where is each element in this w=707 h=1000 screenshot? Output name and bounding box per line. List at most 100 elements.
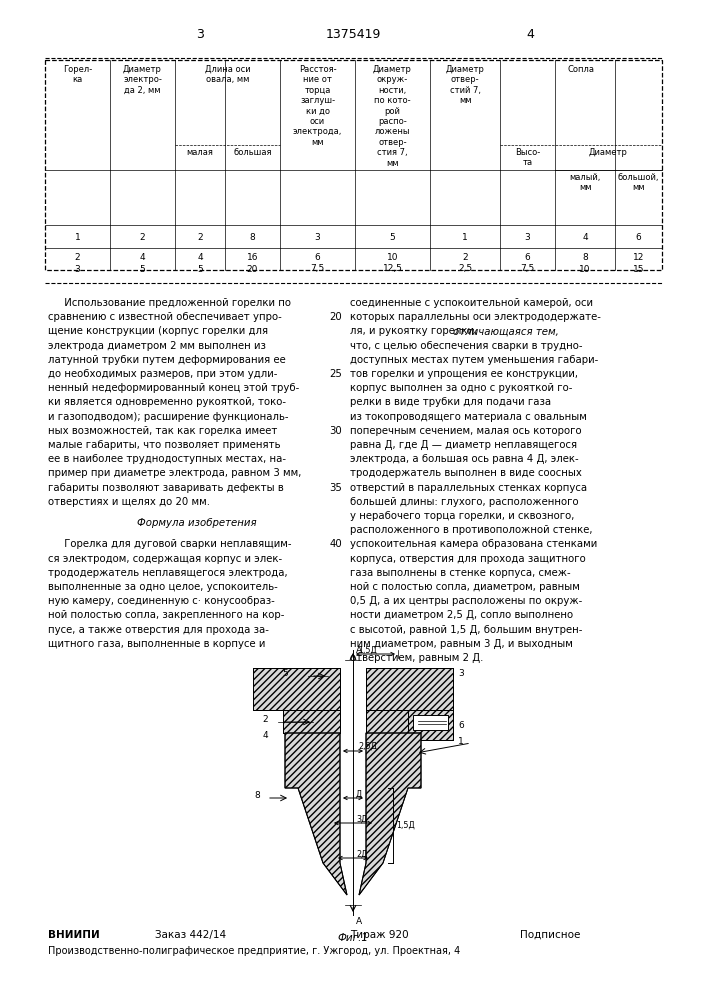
Text: 7,5: 7,5 [310, 264, 325, 273]
Text: корпус выполнен за одно с рукояткой го-: корпус выполнен за одно с рукояткой го- [350, 383, 573, 393]
Text: тов горелки и упрощения ее конструкции,: тов горелки и упрощения ее конструкции, [350, 369, 578, 379]
Text: Диаметр
электро-
да 2, мм: Диаметр электро- да 2, мм [123, 65, 162, 95]
Text: Диаметр
отвер-
стий 7,
мм: Диаметр отвер- стий 7, мм [445, 65, 484, 105]
Text: отверстий в параллельных стенках корпуса: отверстий в параллельных стенках корпуса [350, 483, 587, 493]
Text: Сопла: Сопла [568, 65, 595, 74]
Text: ля, и рукоятку горелки,: ля, и рукоятку горелки, [350, 326, 480, 336]
Text: Диаметр: Диаметр [589, 148, 628, 157]
Text: 4: 4 [140, 253, 146, 262]
Text: ную камеру, соединенную с· конусообраз-: ную камеру, соединенную с· конусообраз- [48, 596, 275, 606]
Text: 1: 1 [462, 232, 468, 241]
Text: 3: 3 [458, 668, 464, 678]
Text: Высо-
та: Высо- та [515, 148, 540, 167]
Text: отверстием, равным 2 Д.: отверстием, равным 2 Д. [350, 653, 484, 663]
Polygon shape [413, 715, 448, 730]
Text: 10: 10 [579, 264, 591, 273]
Text: 5: 5 [390, 232, 395, 241]
Text: 2,5Д: 2,5Д [358, 742, 377, 751]
Text: выполненные за одно целое, успокоитель-: выполненные за одно целое, успокоитель- [48, 582, 278, 592]
Text: которых параллельны оси электрододержате-: которых параллельны оси электрододержате… [350, 312, 601, 322]
Text: 12,5: 12,5 [382, 264, 402, 273]
Text: Производственно-полиграфическое предприятие, г. Ужгород, ул. Проектная, 4: Производственно-полиграфическое предприя… [48, 946, 460, 956]
Text: A: A [356, 646, 362, 655]
Text: ним диаметром, равным 3 Д, и выходным: ним диаметром, равным 3 Д, и выходным [350, 639, 573, 649]
Polygon shape [285, 733, 347, 895]
Text: электрода, а большая ось равна 4 Д, элек-: электрода, а большая ось равна 4 Д, элек… [350, 454, 578, 464]
Text: 5: 5 [139, 264, 146, 273]
Text: успокоительная камера образована стенками: успокоительная камера образована стенкам… [350, 539, 597, 549]
Text: ной с полостью сопла, диаметром, равным: ной с полостью сопла, диаметром, равным [350, 582, 580, 592]
Text: Фиг.1: Фиг.1 [337, 933, 368, 943]
Text: Диаметр
окруж-
ности,
по кото-
рой
распо-
ложены
отвер-
стия 7,
мм: Диаметр окруж- ности, по кото- рой распо… [373, 65, 412, 168]
Text: Подписное: Подписное [520, 930, 580, 940]
Text: Формула изобретения: Формула изобретения [137, 518, 257, 528]
Text: 1375419: 1375419 [325, 28, 380, 41]
Text: 1: 1 [458, 736, 464, 746]
Text: 2: 2 [462, 253, 468, 262]
Text: 4: 4 [262, 730, 268, 740]
Text: до необходимых размеров, при этом удли-: до необходимых размеров, при этом удли- [48, 369, 277, 379]
Text: 1,5Д: 1,5Д [358, 646, 377, 655]
Text: 20: 20 [329, 312, 342, 322]
Text: релки в виде трубки для подачи газа: релки в виде трубки для подачи газа [350, 397, 551, 407]
Text: доступных местах путем уменьшения габари-: доступных местах путем уменьшения габари… [350, 355, 598, 365]
Text: 6: 6 [315, 253, 320, 262]
Text: 4: 4 [526, 28, 534, 41]
Text: 4: 4 [582, 232, 588, 241]
Text: 5: 5 [197, 264, 203, 273]
Text: 2,5: 2,5 [458, 264, 472, 273]
Text: 2: 2 [197, 232, 203, 241]
Text: 10: 10 [387, 253, 398, 262]
Text: электрода диаметром 2 мм выполнен из: электрода диаметром 2 мм выполнен из [48, 341, 266, 351]
Text: щение конструкции (корпус горелки для: щение конструкции (корпус горелки для [48, 326, 268, 336]
Text: 3: 3 [196, 28, 204, 41]
Text: 3Д: 3Д [356, 815, 367, 824]
Text: 3: 3 [75, 264, 81, 273]
Text: трододержатель выполнен в виде соосных: трододержатель выполнен в виде соосных [350, 468, 582, 478]
Text: ВНИИПИ: ВНИИПИ [48, 930, 100, 940]
Text: ной полостью сопла, закрепленного на кор-: ной полостью сопла, закрепленного на кор… [48, 610, 284, 620]
Text: 35: 35 [329, 483, 342, 493]
Polygon shape [283, 710, 340, 733]
Text: 5: 5 [282, 668, 288, 678]
Text: Использование предложенной горелки по: Использование предложенной горелки по [48, 298, 291, 308]
Text: 40: 40 [329, 539, 342, 549]
Text: 0,5 Д, а их центры расположены по окруж-: 0,5 Д, а их центры расположены по окруж- [350, 596, 583, 606]
Text: 8: 8 [250, 232, 255, 241]
Text: большой,
мм: большой, мм [618, 173, 659, 192]
Text: 16: 16 [247, 253, 258, 262]
Text: сравнению с известной обеспечивает упро-: сравнению с известной обеспечивает упро- [48, 312, 282, 322]
Text: ности диаметром 2,5 Д, сопло выполнено: ности диаметром 2,5 Д, сопло выполнено [350, 610, 573, 620]
Text: ки является одновременно рукояткой, токо-: ки является одновременно рукояткой, токо… [48, 397, 286, 407]
Text: ее в наиболее труднодоступных местах, на-: ее в наиболее труднодоступных местах, на… [48, 454, 286, 464]
Polygon shape [408, 710, 453, 740]
Text: что, с целью обеспечения сварки в трудно-: что, с целью обеспечения сварки в трудно… [350, 341, 583, 351]
Polygon shape [366, 710, 423, 733]
Text: корпуса, отверстия для прохода защитного: корпуса, отверстия для прохода защитного [350, 554, 586, 564]
Text: 8: 8 [582, 253, 588, 262]
Text: и газоподводом); расширение функциональ-: и газоподводом); расширение функциональ- [48, 412, 288, 422]
Text: 15: 15 [633, 264, 644, 273]
Text: 2: 2 [75, 253, 81, 262]
Text: соединенные с успокоительной камерой, оси: соединенные с успокоительной камерой, ос… [350, 298, 593, 308]
Text: газа выполнены в стенке корпуса, смеж-: газа выполнены в стенке корпуса, смеж- [350, 568, 571, 578]
Text: 7,5: 7,5 [520, 264, 534, 273]
Text: Длина оси
овала, мм: Длина оси овала, мм [205, 65, 250, 84]
Text: ся электродом, содержащая корпус и элек-: ся электродом, содержащая корпус и элек- [48, 554, 282, 564]
Text: малый,
мм: малый, мм [569, 173, 601, 192]
Text: 4: 4 [197, 253, 203, 262]
Polygon shape [253, 668, 340, 710]
Text: 20: 20 [247, 264, 258, 273]
Text: латунной трубки путем деформирования ее: латунной трубки путем деформирования ее [48, 355, 286, 365]
Text: поперечным сечением, малая ось которого: поперечным сечением, малая ось которого [350, 426, 582, 436]
Text: малые габариты, что позволяет применять: малые габариты, что позволяет применять [48, 440, 281, 450]
Text: Расстоя-
ние от
торца
заглуш-
ки до
оси
электрода,
мм: Расстоя- ние от торца заглуш- ки до оси … [293, 65, 342, 147]
Text: 3: 3 [525, 232, 530, 241]
Polygon shape [359, 733, 421, 895]
Text: 1,5Д: 1,5Д [396, 821, 415, 830]
Text: 6: 6 [525, 253, 530, 262]
Polygon shape [366, 668, 453, 710]
Text: отверстиях и щелях до 20 мм.: отверстиях и щелях до 20 мм. [48, 497, 210, 507]
Text: пусе, а также отверстия для прохода за-: пусе, а также отверстия для прохода за- [48, 625, 269, 635]
Text: трододержатель неплавящегося электрода,: трододержатель неплавящегося электрода, [48, 568, 288, 578]
